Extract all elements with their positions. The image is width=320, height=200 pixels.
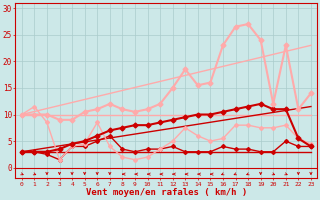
X-axis label: Vent moyen/en rafales ( km/h ): Vent moyen/en rafales ( km/h ) (86, 188, 247, 197)
